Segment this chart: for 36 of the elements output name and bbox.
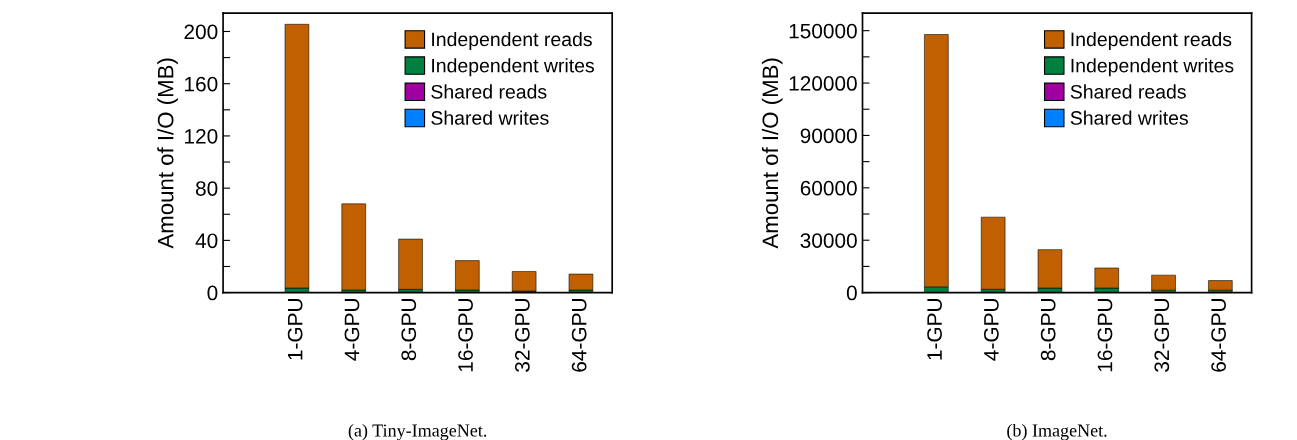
y-axis-title: Amount of I/O (MB) — [157, 58, 178, 249]
text: (b) ImageNet. — [1007, 423, 1107, 440]
y-tick-label: 90000 — [800, 128, 857, 144]
y-tick-label: 120000 — [789, 76, 857, 91]
y-tick-label: 40 — [195, 233, 218, 249]
x-tick-label: 64-GPU — [1211, 299, 1226, 372]
x-tick-label: 16-GPU — [1097, 299, 1113, 372]
y-tick-label: 30000 — [800, 233, 857, 248]
y-tick-label: 200 — [184, 24, 218, 40]
x-tick-label: 16-GPU — [458, 299, 473, 372]
legend-label: Shared writes — [1070, 110, 1188, 125]
x-tick-label: 4-GPU — [983, 299, 999, 361]
y-tick-label: 60000 — [800, 180, 857, 196]
x-tick-label: 32-GPU — [514, 299, 530, 372]
y-tick-label: 120 — [185, 128, 218, 144]
x-tick-label: 1-GPU — [287, 299, 303, 360]
x-tick-label: 8-GPU — [1040, 299, 1056, 361]
legend-label: Independent reads — [432, 31, 592, 51]
y-axis-title: Amount of I/O (MB) — [761, 58, 783, 249]
x-tick-label: 64-GPU — [571, 299, 587, 372]
legend-label: Independent reads — [1071, 31, 1232, 51]
text: (a) Tiny-ImageNet. — [348, 423, 487, 440]
x-tick-label: 1-GPU — [927, 299, 942, 360]
legend-label: Independent writes — [1071, 58, 1234, 77]
y-tick-label: 150000 — [789, 23, 857, 39]
y-tick-label: 0 — [846, 285, 857, 301]
legend-label: Shared writes — [431, 110, 549, 125]
legend-label: Shared reads — [1070, 84, 1186, 99]
legend-label: Independent writes — [432, 58, 594, 77]
y-tick-label: 0 — [207, 285, 218, 301]
legend-label: Shared reads — [431, 84, 547, 99]
y-tick-label: 160 — [185, 76, 218, 92]
x-tick-label: 4-GPU — [344, 299, 360, 361]
x-tick-label: 32-GPU — [1154, 299, 1170, 372]
x-tick-label: 8-GPU — [401, 299, 417, 361]
y-tick-label: 80 — [195, 181, 218, 196]
